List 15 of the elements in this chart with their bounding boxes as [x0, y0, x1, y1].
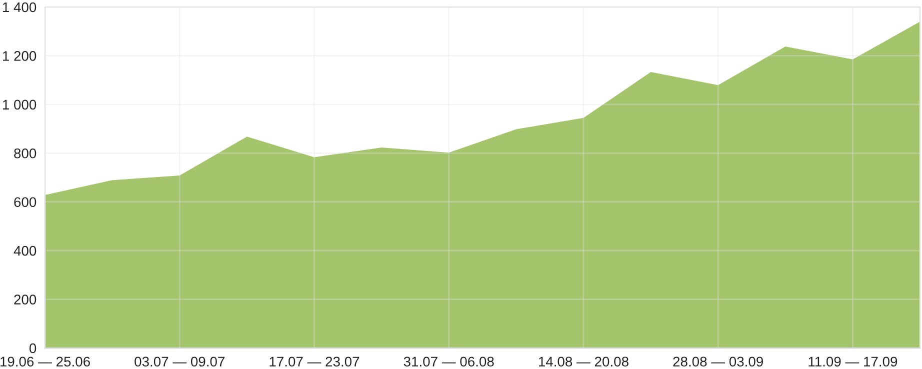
y-tick-label: 0: [29, 343, 36, 354]
x-tick-label: 19.06 — 25.06: [0, 356, 90, 367]
x-tick-label: 03.07 — 09.07: [134, 356, 224, 367]
y-tick-label: 1 400: [2, 2, 36, 12]
x-tick-label: 28.08 — 03.09: [673, 356, 763, 367]
y-tick-label: 1 200: [2, 51, 36, 61]
y-tick-label: 400: [14, 246, 36, 256]
y-tick-label: 1 000: [2, 100, 36, 110]
x-tick-label: 11.09 — 17.09: [808, 356, 898, 367]
x-tick-label: 17.07 — 23.07: [270, 356, 360, 367]
y-tick-label: 600: [14, 197, 36, 208]
x-tick-label: 14.08 — 20.08: [538, 356, 628, 367]
y-tick-label: 200: [14, 294, 36, 304]
x-tick-label: 31.07 — 06.08: [404, 356, 494, 367]
y-tick-label: 800: [14, 148, 36, 158]
